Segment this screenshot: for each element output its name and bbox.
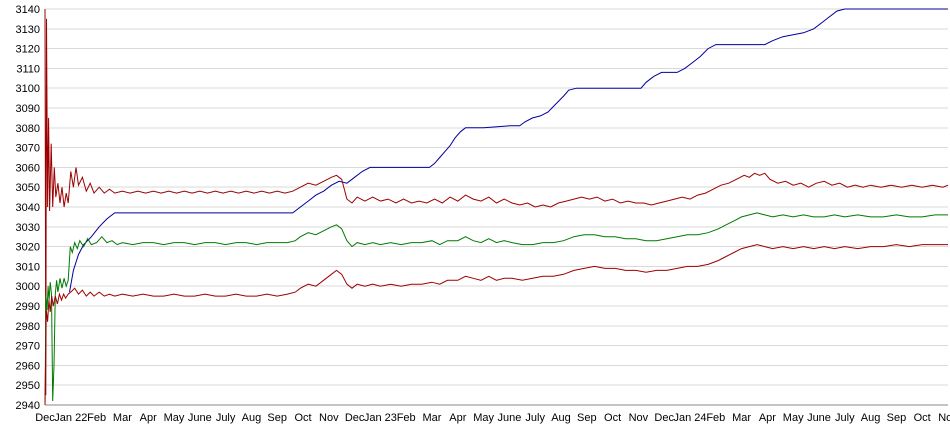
y-tick-label: 3140 (16, 4, 40, 16)
y-tick-label: 3120 (16, 44, 40, 56)
x-tick-label: Apr (449, 412, 466, 424)
x-tick-label: Nov (938, 412, 950, 424)
y-tick-label: 3050 (16, 182, 40, 194)
x-tick-label: June (807, 412, 831, 424)
x-tick-label: Sep (267, 412, 287, 424)
x-tick-label: Nov (629, 412, 649, 424)
y-tick-label: 2940 (16, 400, 40, 412)
x-tick-label: Mar (423, 412, 442, 424)
x-tick-label: June (188, 412, 212, 424)
x-tick-label: Mar (732, 412, 751, 424)
y-tick-label: 3040 (16, 202, 40, 214)
y-tick-label: 3000 (16, 281, 40, 293)
y-tick-label: 3090 (16, 103, 40, 115)
x-tick-label: Sep (577, 412, 597, 424)
y-tick-label: 2980 (16, 321, 40, 333)
x-tick-label: Aug (551, 412, 571, 424)
x-tick-label: Feb (87, 412, 106, 424)
y-tick-label: 3070 (16, 143, 40, 155)
y-tick-label: 3060 (16, 162, 40, 174)
x-tick-label: Dec (35, 412, 55, 424)
y-tick-label: 3010 (16, 261, 40, 273)
blue-stepped-line (69, 8, 948, 293)
red-lower-line (44, 244, 948, 406)
x-tick-label: Mar (113, 412, 132, 424)
x-tick-label: Aug (242, 412, 262, 424)
x-tick-label: July (216, 412, 236, 424)
x-tick-label: Nov (319, 412, 339, 424)
x-tick-label: Apr (759, 412, 776, 424)
y-tick-label: 2950 (16, 380, 40, 392)
x-tick-label: Aug (861, 412, 881, 424)
y-tick-label: 2970 (16, 341, 40, 353)
x-tick-label: July (525, 412, 545, 424)
y-tick-label: 3020 (16, 242, 40, 254)
y-tick-label: 3080 (16, 123, 40, 135)
x-tick-label: Oct (914, 412, 931, 424)
y-tick-label: 2990 (16, 301, 40, 313)
y-tick-label: 3030 (16, 222, 40, 234)
x-tick-label: Jan 23 (364, 412, 397, 424)
x-tick-label: May (783, 412, 804, 424)
x-tick-label: May (473, 412, 494, 424)
y-tick-label: 3110 (16, 63, 40, 75)
x-tick-label: Jan 22 (54, 412, 87, 424)
x-tick-label: Oct (294, 412, 311, 424)
x-tick-label: Oct (604, 412, 621, 424)
x-tick-label: Jan 24 (673, 412, 706, 424)
x-tick-label: May (164, 412, 185, 424)
x-tick-label: Feb (706, 412, 725, 424)
x-tick-label: June (497, 412, 521, 424)
x-tick-label: Dec (345, 412, 365, 424)
green-mid-line (44, 212, 948, 406)
x-tick-label: July (835, 412, 855, 424)
x-tick-label: Apr (140, 412, 157, 424)
y-tick-label: 3100 (16, 83, 40, 95)
y-tick-label: 2960 (16, 360, 40, 372)
red-upper-line (44, 8, 949, 396)
x-tick-label: Dec (654, 412, 674, 424)
x-tick-label: Sep (887, 412, 907, 424)
y-tick-label: 3130 (16, 24, 40, 36)
x-tick-label: Feb (397, 412, 416, 424)
